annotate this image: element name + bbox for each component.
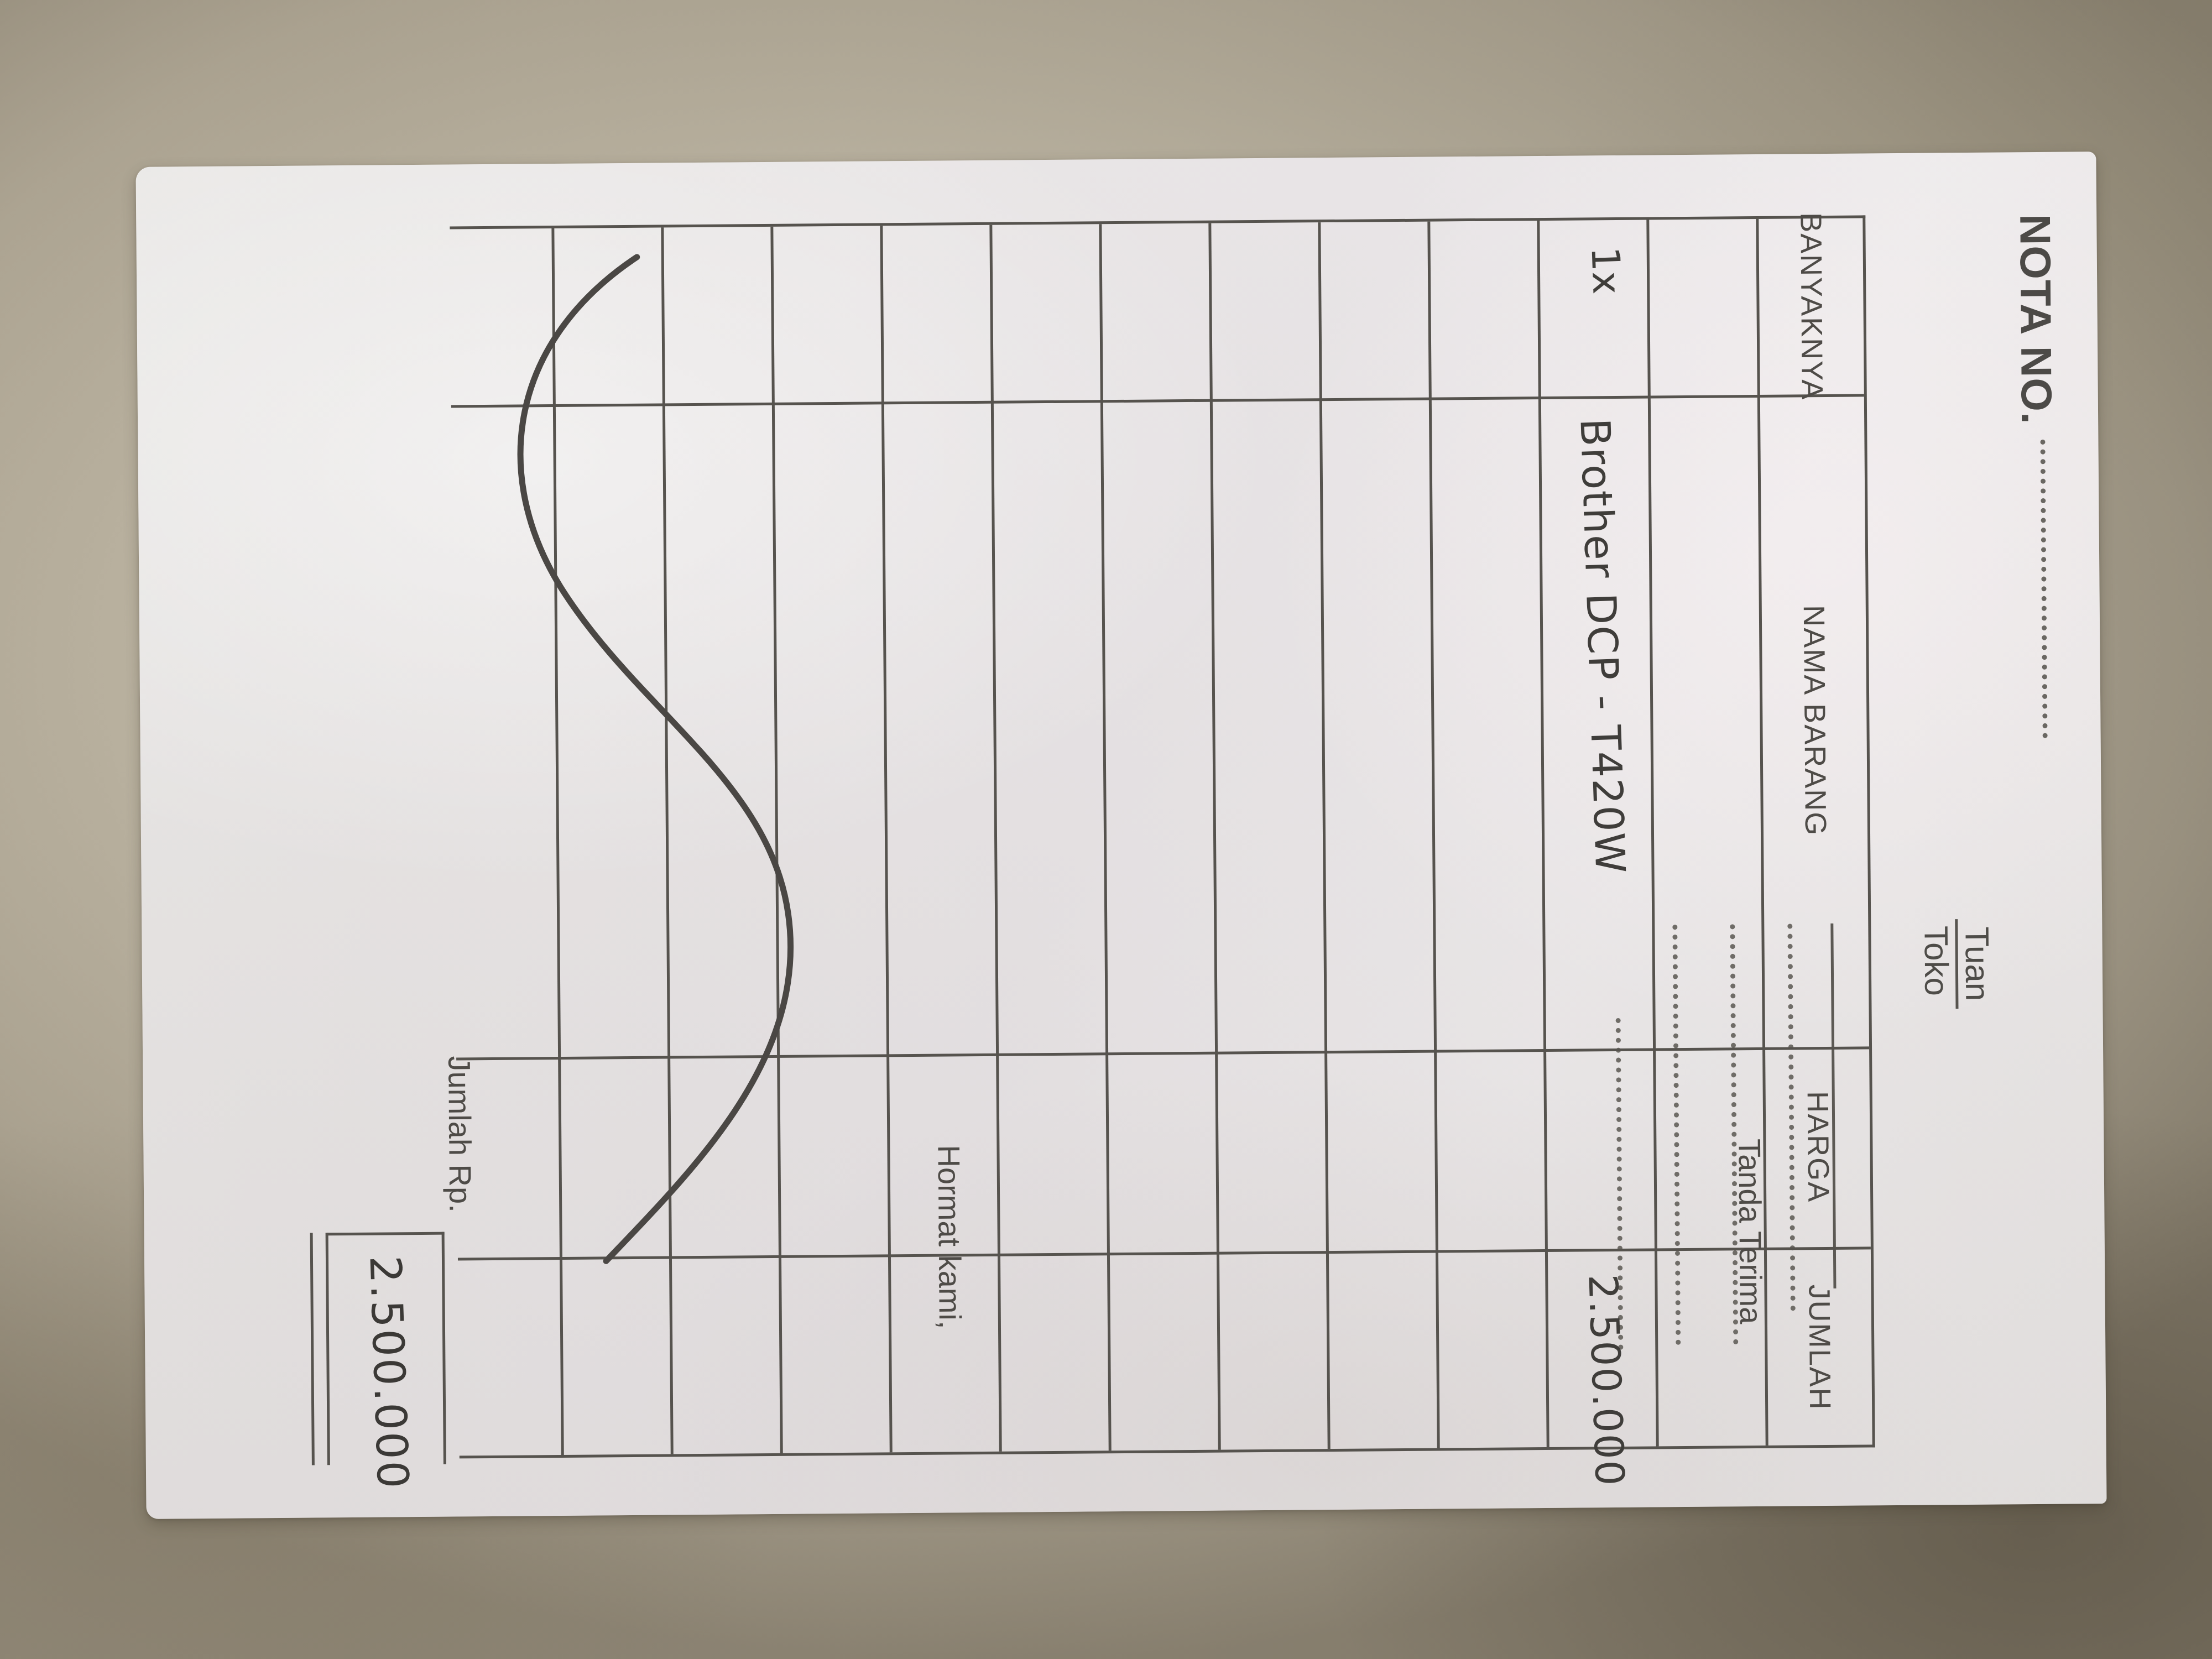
- receipt-paper-sheet: NOTA NO. Tuan Toko: [135, 152, 2107, 1519]
- table-row-rule-9: [770, 226, 783, 1453]
- table-row-rule-4: [1318, 222, 1331, 1449]
- total-amount-value[interactable]: 2.500.000: [359, 1255, 418, 1491]
- table-row[interactable]: Brother DCP - T420W: [1571, 395, 1765, 1048]
- table-row-rule-6: [1099, 224, 1112, 1451]
- receipt-content-rotated: NOTA NO. Tuan Toko: [135, 152, 2106, 1519]
- cell-item-name[interactable]: Brother DCP - T420W: [1571, 417, 1634, 875]
- column-header-harga-label: HARGA: [1801, 1091, 1835, 1203]
- column-header-nama-barang-label: NAMA BARANG: [1797, 604, 1833, 837]
- items-table: BANYAKNYA NAMA BARANG HARGA JUMLAH: [450, 212, 1875, 1488]
- column-header-jumlah: JUMLAH: [1767, 1246, 1872, 1448]
- column-header-nama-barang: NAMA BARANG: [1760, 394, 1869, 1047]
- column-header-harga: HARGA: [1765, 1046, 1871, 1247]
- table-row-rule-7: [989, 225, 1002, 1452]
- table-row-rule-2: [1537, 221, 1550, 1447]
- signature-label-hormat-kami: Hormat kami,: [931, 1145, 968, 1329]
- cell-quantity[interactable]: 1x: [1582, 246, 1630, 295]
- nota-number-dotted-field[interactable]: [2040, 439, 2048, 738]
- recipient-block: Tuan Toko: [1917, 919, 1996, 1009]
- recipient-label-toko: Toko: [1917, 925, 1955, 997]
- total-double-underline-b: [310, 1233, 315, 1465]
- table-row-rule-11: [551, 228, 564, 1455]
- recipient-label-tuan: Tuan: [1955, 919, 1996, 1009]
- total-label: Jumlah Rp.: [442, 1056, 478, 1213]
- signature-label-tanda-terima: Tanda Terima: [1732, 1138, 1768, 1324]
- column-header-jumlah-label: JUMLAH: [1802, 1284, 1837, 1411]
- cell-jumlah[interactable]: 2.500.000: [1579, 1273, 1634, 1488]
- table-row-rule-8: [880, 226, 893, 1453]
- table-row-rule-3: [1427, 221, 1440, 1448]
- page-title: NOTA NO.: [2011, 213, 2062, 425]
- column-header-banyaknya: BANYAKNYA: [1759, 212, 1864, 401]
- table-row-rule-5: [1208, 223, 1221, 1450]
- table-row-rule-10: [661, 227, 674, 1454]
- table-row[interactable]: 1x: [1583, 219, 1760, 396]
- column-header-banyaknya-label: BANYAKNYA: [1794, 212, 1829, 401]
